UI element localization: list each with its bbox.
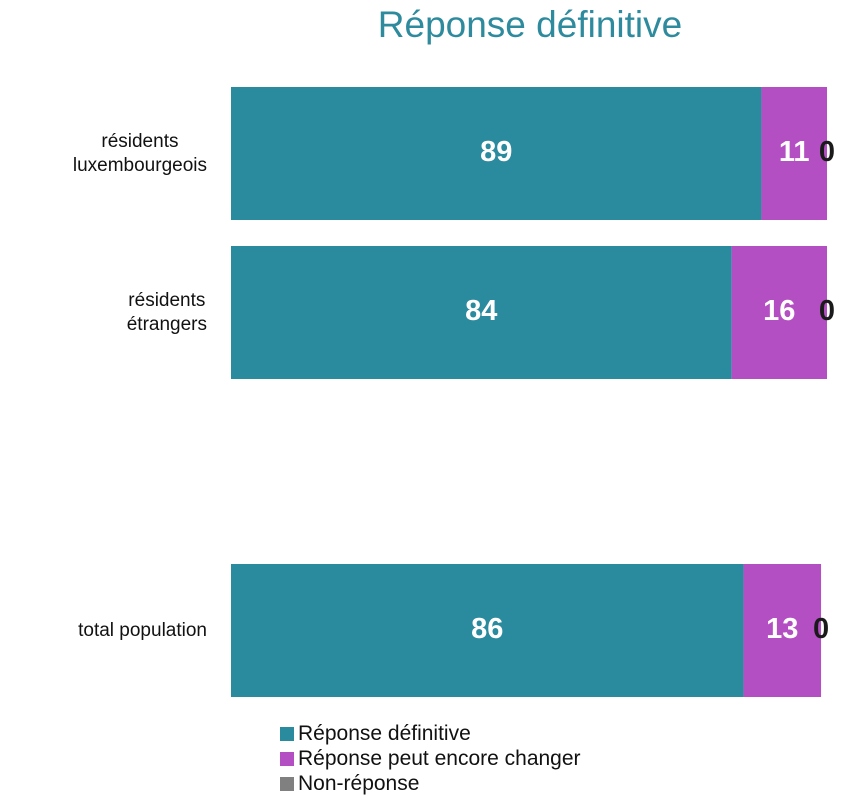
legend-swatch bbox=[280, 727, 294, 741]
bar-segment bbox=[231, 87, 762, 220]
category-label: total population bbox=[78, 619, 207, 641]
legend-item: Réponse définitive bbox=[280, 721, 471, 746]
bar-segment bbox=[731, 246, 827, 379]
bar-segment bbox=[761, 87, 827, 220]
data-label: 86 bbox=[471, 613, 503, 645]
legend-item: Non-réponse bbox=[280, 771, 419, 796]
data-label: 84 bbox=[465, 295, 497, 327]
category-label: résidents luxembourgeois bbox=[72, 130, 207, 176]
data-label: 0 bbox=[819, 136, 835, 168]
category-label: résidents étrangers bbox=[126, 289, 207, 335]
legend-swatch bbox=[280, 777, 294, 791]
legend-label: Non-réponse bbox=[298, 772, 420, 795]
legend-item: Réponse peut encore changer bbox=[280, 746, 581, 771]
bar-segment bbox=[743, 564, 822, 697]
data-label: 0 bbox=[819, 295, 835, 327]
data-label: 89 bbox=[480, 136, 512, 168]
legend-swatch bbox=[280, 752, 294, 766]
data-label: 16 bbox=[763, 295, 795, 327]
data-label: 13 bbox=[766, 613, 798, 645]
data-label: 0 bbox=[813, 613, 829, 645]
legend-label: Réponse définitive bbox=[298, 722, 471, 745]
bar-segment bbox=[231, 564, 744, 697]
data-label: 11 bbox=[779, 136, 810, 168]
legend-label: Réponse peut encore changer bbox=[298, 747, 581, 770]
chart-title: Réponse définitive bbox=[377, 4, 683, 45]
bar-segment bbox=[231, 246, 732, 379]
